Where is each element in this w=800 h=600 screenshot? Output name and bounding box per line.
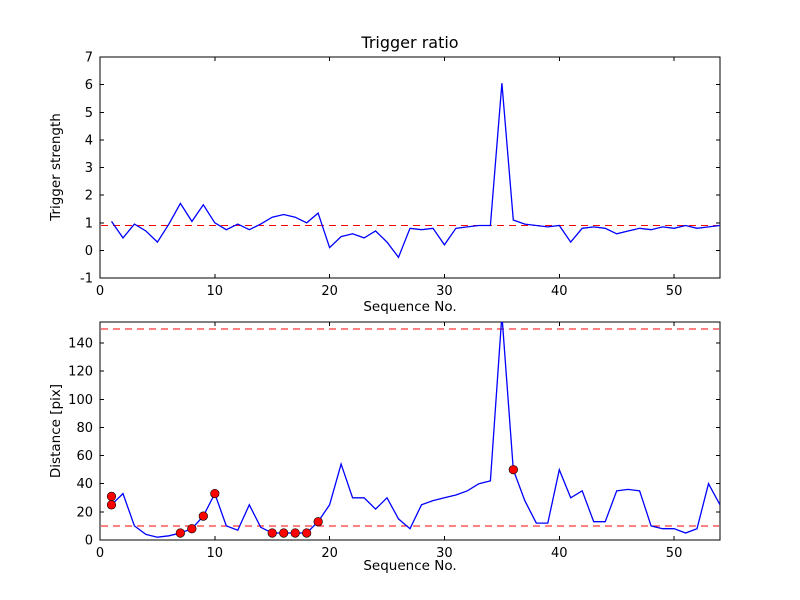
y-tick-label: 20	[76, 505, 93, 520]
y-tick-label: -1	[80, 272, 93, 287]
y-tick-label: 1	[85, 216, 93, 231]
axes-frame	[99, 321, 721, 541]
y-tick-label: 120	[68, 365, 93, 380]
bottom-x-axis-label: Sequence No.	[363, 558, 457, 574]
y-tick-label: 7	[85, 51, 93, 66]
y-tick-label: 0	[85, 534, 93, 549]
y-tick-label: 100	[68, 393, 93, 408]
y-tick-label: 2	[85, 189, 93, 204]
x-tick-label: 40	[551, 284, 568, 299]
marker-dot	[210, 488, 220, 499]
marker-dot	[508, 465, 518, 475]
x-tick-label: 0	[96, 284, 104, 299]
y-tick-label: 5	[85, 106, 93, 121]
y-tick-label: 3	[85, 161, 93, 176]
marker-dot	[279, 528, 289, 538]
marker-dot	[106, 491, 117, 502]
y-tick-label: 6	[85, 78, 93, 93]
marker-dot	[106, 500, 117, 510]
x-tick-label: 40	[551, 546, 568, 561]
marker-dot	[302, 528, 312, 538]
y-tick-label: 60	[76, 449, 93, 464]
marker-dot	[198, 511, 208, 521]
marker-dot	[267, 528, 277, 538]
y-tick-label: 0	[85, 244, 93, 259]
y-tick-label: 80	[76, 421, 93, 436]
axes-frame	[99, 56, 721, 279]
x-tick-label: 20	[321, 546, 338, 561]
x-tick-label: 30	[436, 284, 453, 299]
bottom-subplot: 0 10 20 30 40 50 0 20 40 60 80 100 120 140	[68, 321, 721, 561]
marker-dot	[175, 528, 185, 538]
x-tick-label: 20	[321, 284, 338, 299]
chart-title: Trigger ratio	[361, 33, 459, 52]
y-tick-label: 140	[68, 337, 93, 352]
x-tick-label: 50	[666, 546, 683, 561]
x-tick-label: 0	[96, 546, 104, 561]
x-tick-label: 10	[207, 546, 224, 561]
bottom-y-axis-label: Distance [pix]	[48, 383, 64, 479]
marker-dot	[290, 528, 300, 538]
marker-dot	[187, 524, 197, 534]
x-tick-label: 10	[207, 284, 224, 299]
top-y-axis-label: Trigger strength	[48, 113, 64, 221]
data-line	[110, 83, 720, 259]
y-tick-label: 4	[85, 133, 93, 148]
marker-dot	[313, 517, 323, 527]
x-tick-label: 30	[436, 546, 453, 561]
x-tick-label: 50	[666, 284, 683, 299]
y-tick-label: 40	[76, 477, 93, 492]
top-x-axis-label: Sequence No.	[363, 299, 457, 315]
